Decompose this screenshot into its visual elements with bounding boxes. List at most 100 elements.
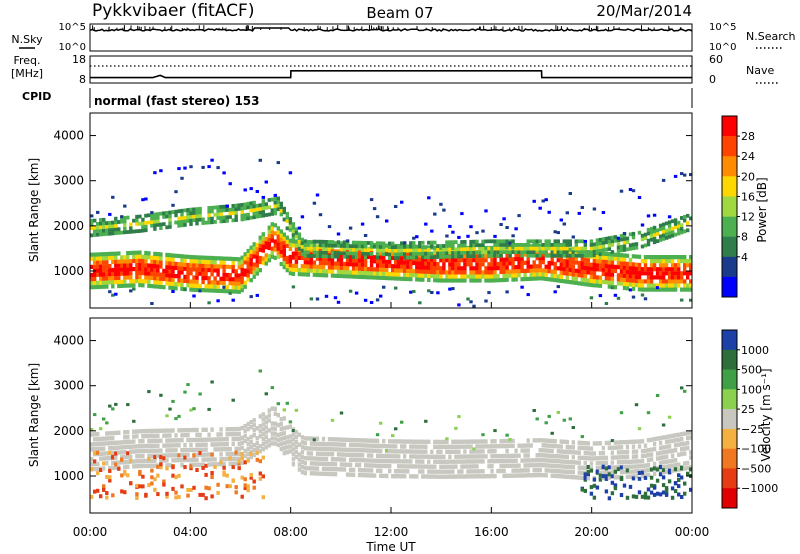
power-cell <box>126 230 130 234</box>
velocity-cell <box>502 463 506 469</box>
power-cell <box>481 254 485 258</box>
power-cell <box>619 273 624 278</box>
power-cell <box>382 271 386 276</box>
velocity-cell <box>153 463 157 468</box>
velocity-cell <box>481 444 485 449</box>
velocity-cell <box>168 428 172 433</box>
power-cell <box>472 304 476 308</box>
power-cell <box>475 270 479 275</box>
power-cell <box>120 259 124 264</box>
power-cell <box>463 270 467 275</box>
power-cell <box>568 263 572 268</box>
velocity-cell <box>490 464 494 469</box>
power-cell <box>505 269 509 274</box>
power-cell <box>279 245 283 250</box>
power-cell <box>604 276 609 281</box>
power-cell <box>117 263 121 268</box>
power-cell <box>270 226 274 231</box>
power-cell <box>114 263 118 268</box>
velocity-cell <box>279 431 283 437</box>
power-cell <box>282 210 286 215</box>
power-cell <box>345 266 350 271</box>
velocity-cell <box>637 471 642 475</box>
velocity-cell <box>565 459 569 465</box>
velocity-cell <box>180 433 184 438</box>
power-cell <box>478 278 482 283</box>
velocity-cell <box>180 457 184 463</box>
power-cell <box>153 263 157 269</box>
power-cell <box>285 268 289 273</box>
power-cell <box>315 250 320 255</box>
velocity-cell <box>640 449 645 454</box>
power-cell <box>321 243 326 248</box>
velocity-cell <box>439 449 443 455</box>
power-cell <box>388 252 392 257</box>
power-cell <box>448 274 452 279</box>
velocity-cell <box>366 473 371 478</box>
velocity-cell <box>622 459 627 465</box>
power-cell <box>252 204 256 209</box>
power-cell <box>658 275 663 280</box>
velocity-cell <box>99 494 103 499</box>
power-cell <box>538 264 542 269</box>
power-cell <box>472 258 476 263</box>
power-cell <box>686 259 690 264</box>
velocity-cell <box>351 452 356 458</box>
velocity-cell <box>499 453 503 459</box>
power-cell <box>240 267 244 272</box>
velocity-cell <box>689 450 692 455</box>
velocity-cell <box>532 409 536 412</box>
power-cell <box>403 264 407 269</box>
power-cell <box>683 255 687 260</box>
velocity-cell <box>324 471 329 477</box>
power-cell <box>640 223 645 227</box>
power-cell <box>430 255 434 259</box>
power-cell <box>144 250 148 256</box>
y-tick-label: 2000 <box>53 424 84 438</box>
power-cell <box>523 246 527 251</box>
power-cell <box>204 220 208 225</box>
power-cell <box>111 284 115 289</box>
power-cell <box>348 274 353 279</box>
power-cell <box>198 210 202 215</box>
velocity-cell <box>379 458 383 464</box>
velocity-cell <box>105 495 109 500</box>
velocity-cell <box>117 430 121 435</box>
power-cell <box>243 256 247 261</box>
velocity-cell <box>502 468 506 474</box>
velocity-cell <box>391 444 395 449</box>
velocity-cell <box>499 463 503 469</box>
power-cell <box>478 270 482 275</box>
power-cell <box>342 251 347 256</box>
velocity-cell <box>529 473 533 478</box>
power-cell <box>424 261 428 266</box>
velocity-cell <box>162 428 166 433</box>
power-cell <box>499 239 503 244</box>
velocity-cell <box>150 458 154 463</box>
power-cell <box>99 264 103 269</box>
power-cell <box>683 263 687 268</box>
power-cell <box>661 263 666 268</box>
velocity-cell <box>598 473 603 478</box>
velocity-cell <box>354 447 359 453</box>
power-cell <box>192 294 196 298</box>
velocity-cell <box>514 473 518 478</box>
power-cell <box>135 214 139 219</box>
power-cell <box>234 207 238 212</box>
power-cell <box>117 227 121 232</box>
velocity-cell <box>156 433 160 438</box>
velocity-cell <box>165 463 169 468</box>
velocity-cell <box>117 466 121 471</box>
power-cell <box>457 251 461 255</box>
velocity-cell <box>547 438 551 443</box>
power-cell <box>568 280 572 285</box>
power-cell <box>427 251 431 256</box>
power-cell <box>535 239 539 244</box>
velocity-cell <box>267 408 271 413</box>
velocity-cell <box>261 455 265 460</box>
velocity-cell <box>535 438 539 443</box>
velocity-cell <box>520 468 524 473</box>
power-cell <box>366 267 371 272</box>
date-title: 20/Mar/2014 <box>596 2 692 20</box>
power-cell <box>213 212 217 217</box>
